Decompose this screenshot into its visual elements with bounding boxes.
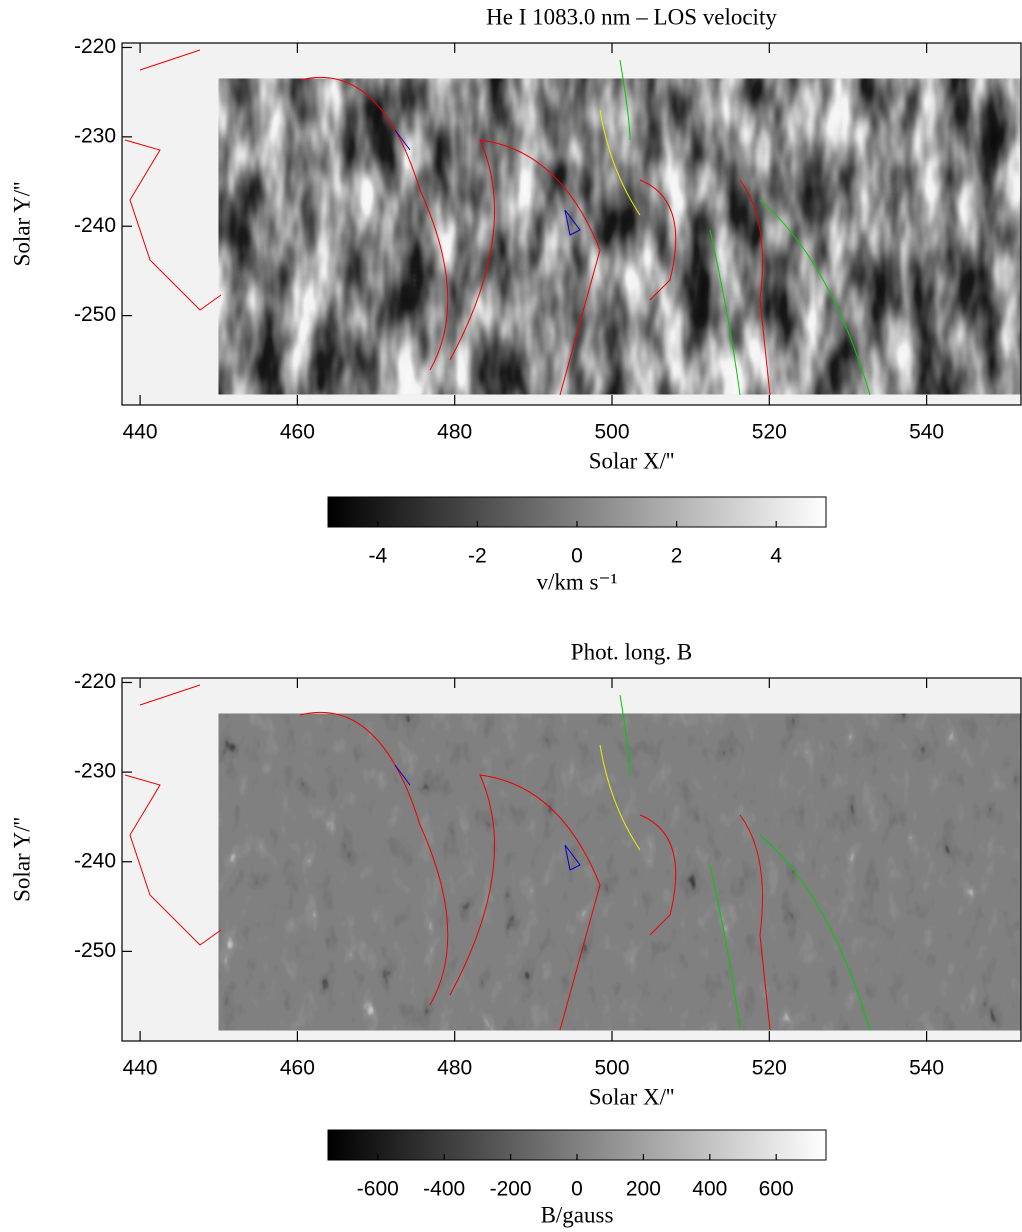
x-tick-label: 520 — [752, 1057, 787, 1080]
y-tick-label: -250 — [74, 303, 116, 326]
y-axis-label: Solar Y/'' — [9, 817, 34, 902]
colorbar-tick-label: -200 — [490, 1178, 532, 1201]
x-tick-label: 460 — [280, 1057, 315, 1080]
x-tick-label: 480 — [437, 1057, 472, 1080]
x-axis-label: Solar X/'' — [589, 448, 675, 473]
x-tick-label: 500 — [594, 421, 629, 444]
colorbar-tick-label: 0 — [571, 1178, 583, 1201]
image — [218, 78, 1021, 395]
x-tick-label: 480 — [437, 421, 472, 444]
image — [218, 713, 1021, 1031]
x-tick-label: 520 — [752, 421, 787, 444]
y-tick-label: -240 — [74, 849, 116, 872]
axes-frame — [121, 42, 1022, 406]
y-tick-label: -220 — [74, 670, 116, 693]
colorbar-label: B/gauss — [541, 1202, 614, 1227]
contours-bottom — [124, 684, 871, 1031]
chart-title: He I 1083.0 nm – LOS velocity — [486, 4, 777, 29]
colorbar-tick-label: 2 — [671, 545, 683, 568]
x-tick-label: 440 — [123, 421, 158, 444]
colorbar-tick-label: 4 — [770, 545, 782, 568]
x-tick-label: 460 — [280, 421, 315, 444]
colorbar-tick-label: 400 — [692, 1178, 727, 1201]
colorbar-tick-label: -600 — [357, 1178, 399, 1201]
x-tick-label: 540 — [909, 421, 944, 444]
colorbar-tick-label: -2 — [468, 545, 487, 568]
y-tick-label: -240 — [74, 214, 116, 237]
x-tick-label: 500 — [594, 1057, 629, 1080]
colorbar-tick-label: 0 — [571, 545, 583, 568]
chart-title: Phot. long. B — [571, 639, 692, 664]
y-tick-label: -220 — [74, 35, 116, 58]
x-tick-label: 440 — [123, 1057, 158, 1080]
y-tick-label: -250 — [74, 939, 116, 962]
x-axis-label: Solar X/'' — [589, 1084, 675, 1109]
colorbar-tick-label: -4 — [368, 545, 387, 568]
y-axis-label: Solar Y/'' — [9, 182, 34, 267]
y-tick-label: -230 — [74, 760, 116, 783]
x-tick-label: 540 — [909, 1057, 944, 1080]
colorbar-tick-label: 600 — [759, 1178, 794, 1201]
colorbar-tick-label: 200 — [626, 1178, 661, 1201]
axes-frame — [121, 677, 1022, 1042]
colorbar-label: v/km s⁻¹ — [536, 569, 617, 594]
y-tick-label: -230 — [74, 124, 116, 147]
contours-top — [124, 49, 871, 396]
colorbar-tick-label: -400 — [423, 1178, 465, 1201]
